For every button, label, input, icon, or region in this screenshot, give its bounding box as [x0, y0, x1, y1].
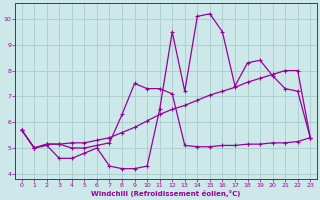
- X-axis label: Windchill (Refroidissement éolien,°C): Windchill (Refroidissement éolien,°C): [91, 190, 241, 197]
